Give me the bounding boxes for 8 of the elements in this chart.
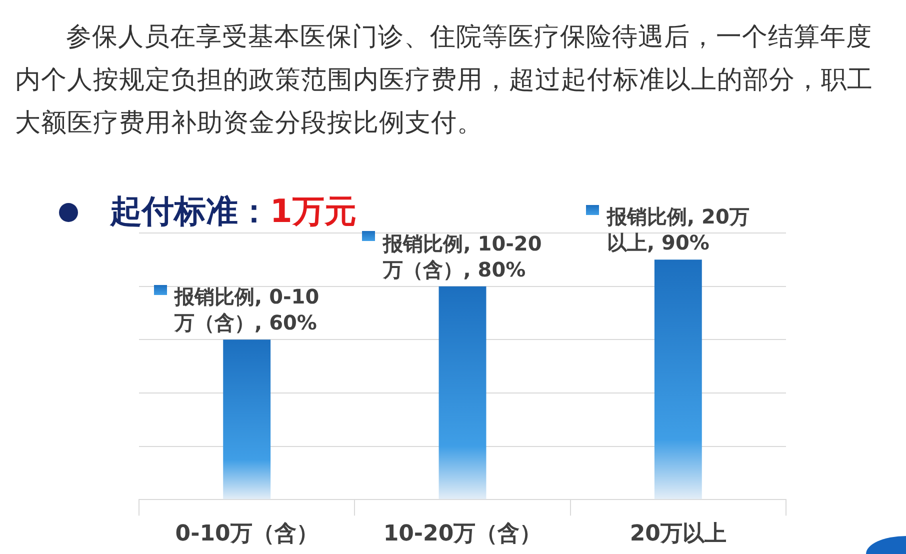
x-tick-label: 0-10万（含） [175,522,318,547]
chart-title: 起付标准：1万元 [110,192,356,230]
data-label: 报销比例, 20万以上, 90% [606,204,750,255]
x-tick-label: 20万以上 [630,522,726,547]
x-tick-label: 10-20万（含） [383,522,542,547]
data-label: 报销比例, 10-20万（含）, 80% [382,231,542,282]
data-label: 报销比例, 0-10万（含）, 60% [174,284,320,335]
text: 参保人员在享受基本医保门诊、住院等医疗保险待遇后，一个结算年度内个人按规定负担的政策范围内医疗费用，超过起付标准以上的部分，职工大额医疗费用补助资金分段按比例支付。 [15,21,874,140]
